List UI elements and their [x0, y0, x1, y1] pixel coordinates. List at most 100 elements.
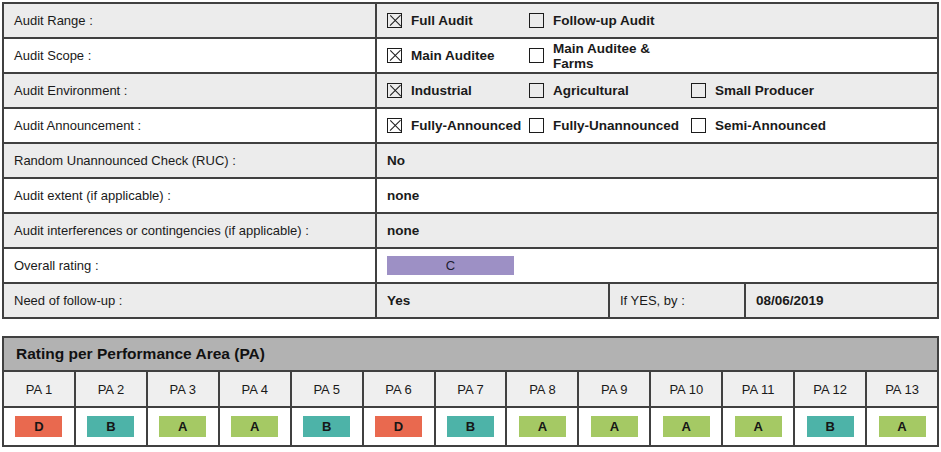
pa-rating-cell: A: [651, 408, 723, 445]
followup-if-yes-label: If YES, by :: [610, 284, 746, 317]
checkbox-label: Main Auditee & Farms: [553, 41, 691, 71]
checkbox-label: Full Audit: [411, 13, 473, 28]
unchecked-checkbox-icon[interactable]: [529, 118, 544, 133]
pa-rating-cell: B: [795, 408, 867, 445]
checkbox-option[interactable]: Main Auditee: [387, 48, 529, 63]
unchecked-checkbox-icon[interactable]: [529, 48, 544, 63]
pa-rating-cell: A: [867, 408, 937, 445]
checkbox-option[interactable]: Main Auditee & Farms: [529, 41, 691, 71]
form-row-value-cell: C: [377, 249, 937, 282]
rating-badge: A: [519, 416, 566, 437]
pa-header-cell: PA 13: [867, 372, 937, 406]
checked-checkbox-icon[interactable]: [387, 48, 402, 63]
pa-header-cell: PA 7: [436, 372, 508, 406]
form-row-value-cell: none: [377, 179, 937, 212]
form-row-label: Need of follow-up :: [4, 284, 377, 317]
form-row-label: Random Unannounced Check (RUC) :: [4, 144, 377, 177]
pa-rating-cell: A: [148, 408, 220, 445]
pa-rating-cell: D: [4, 408, 76, 445]
unchecked-checkbox-icon[interactable]: [691, 83, 706, 98]
rating-badge: A: [735, 416, 782, 437]
pa-rating-cell: D: [364, 408, 436, 445]
form-row-label: Audit Range :: [4, 4, 377, 37]
pa-header-cell: PA 3: [148, 372, 220, 406]
pa-header-cell: PA 4: [220, 372, 292, 406]
pa-header-cell: PA 2: [76, 372, 148, 406]
checkbox-label: Small Producer: [715, 83, 814, 98]
form-row-label: Overall rating :: [4, 249, 377, 282]
rating-badge: B: [447, 416, 494, 437]
rating-badge: A: [231, 416, 278, 437]
pa-rating-cell: A: [579, 408, 651, 445]
pa-header-cell: PA 12: [795, 372, 867, 406]
audit-summary-page: Audit Range :Full AuditFollow-up AuditAu…: [0, 0, 941, 452]
form-row-options: Fully-Announced Fully-Unannounced Semi-Ann…: [377, 109, 937, 142]
form-row: Audit extent (if applicable) : none: [4, 177, 937, 212]
checkbox-label: Industrial: [411, 83, 472, 98]
pa-rating-cell: A: [220, 408, 292, 445]
form-row-options: Industrial Agricultural Small Producer: [377, 74, 937, 107]
form-row: Audit interferences or contingencies (if…: [4, 212, 937, 247]
checkbox-option[interactable]: Semi-Announced: [691, 118, 937, 133]
form-row-value: No: [387, 153, 405, 168]
form-row-value: none: [387, 223, 419, 238]
followup-value: Yes: [377, 284, 610, 317]
checkbox-option[interactable]: Fully-Unannounced: [529, 118, 691, 133]
form-row-label: Audit Environment :: [4, 74, 377, 107]
checkbox-label: Follow-up Audit: [553, 13, 654, 28]
checkbox-option[interactable]: Fully-Announced: [387, 118, 529, 133]
form-row: Audit Range : Full Audit Follow-up Audit: [4, 4, 937, 37]
form-row-value: none: [387, 188, 419, 203]
checkbox-option[interactable]: Follow-up Audit: [529, 13, 691, 28]
rating-badge: A: [879, 416, 926, 437]
pa-table-title: Rating per Performance Area (PA): [4, 338, 937, 372]
checked-checkbox-icon[interactable]: [387, 13, 402, 28]
checkbox-label: Semi-Announced: [715, 118, 826, 133]
audit-form-table: Audit Range :Full AuditFollow-up AuditAu…: [2, 2, 939, 319]
form-row: Audit Announcement :Fully-AnnouncedFully…: [4, 107, 937, 142]
pa-rating-cell: A: [507, 408, 579, 445]
form-row: Overall rating : C: [4, 247, 937, 282]
pa-header-cell: PA 1: [4, 372, 76, 406]
form-row-value-cell: No: [377, 144, 937, 177]
unchecked-checkbox-icon[interactable]: [529, 13, 544, 28]
checkbox-option[interactable]: Agricultural: [529, 83, 691, 98]
checkbox-option[interactable]: Small Producer: [691, 83, 937, 98]
rating-badge: A: [591, 416, 638, 437]
pa-column-header-row: PA 1PA 2PA 3PA 4PA 5PA 6PA 7PA 8PA 9PA 1…: [4, 372, 937, 408]
pa-rating-cell: B: [292, 408, 364, 445]
unchecked-checkbox-icon[interactable]: [529, 83, 544, 98]
checkbox-label: Agricultural: [553, 83, 629, 98]
form-row: Audit Scope :Main AuditeeMain Auditee & …: [4, 37, 937, 72]
form-row: Need of follow-up :YesIf YES, by :08/06/…: [4, 282, 937, 317]
checked-checkbox-icon[interactable]: [387, 83, 402, 98]
rating-badge: D: [15, 416, 62, 437]
checkbox-label: Fully-Unannounced: [553, 118, 679, 133]
pa-rating-cell: B: [436, 408, 508, 445]
checkbox-option[interactable]: Full Audit: [387, 13, 529, 28]
rating-badge: D: [375, 416, 422, 437]
checkbox-label: Fully-Announced: [411, 118, 521, 133]
checkbox-label: Main Auditee: [411, 48, 495, 63]
pa-header-cell: PA 10: [651, 372, 723, 406]
form-row-label: Audit extent (if applicable) :: [4, 179, 377, 212]
pa-rating-table: Rating per Performance Area (PA) PA 1PA …: [2, 336, 939, 447]
pa-header-cell: PA 6: [364, 372, 436, 406]
rating-badge: A: [159, 416, 206, 437]
pa-rating-cell: A: [723, 408, 795, 445]
form-row-options: Main Auditee Main Auditee & Farms: [377, 39, 937, 72]
rating-badge: B: [303, 416, 350, 437]
form-row-value-cell: none: [377, 214, 937, 247]
followup-date: 08/06/2019: [746, 284, 937, 317]
form-row-value-cell: YesIf YES, by :08/06/2019: [377, 284, 937, 317]
unchecked-checkbox-icon[interactable]: [691, 118, 706, 133]
form-row-label: Audit Announcement :: [4, 109, 377, 142]
rating-badge: B: [807, 416, 854, 437]
pa-rating-row: DBAABDBAAAABA: [4, 408, 937, 445]
form-row-options: Full Audit Follow-up Audit: [377, 4, 937, 37]
form-row: Audit Environment : Industrial Agricultura…: [4, 72, 937, 107]
checked-checkbox-icon[interactable]: [387, 118, 402, 133]
overall-rating-badge: C: [387, 256, 514, 275]
checkbox-option[interactable]: Industrial: [387, 83, 529, 98]
pa-header-cell: PA 9: [579, 372, 651, 406]
